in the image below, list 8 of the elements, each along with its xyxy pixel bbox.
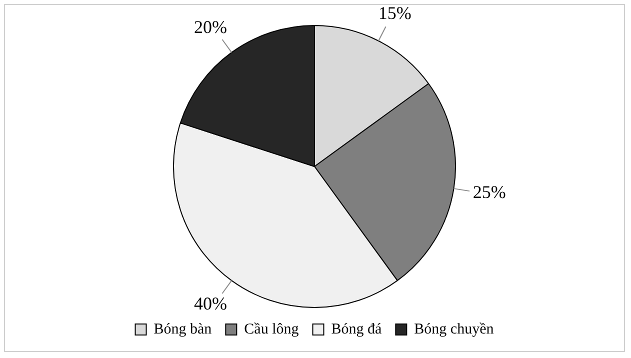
legend-label: Bóng chuyền <box>414 321 494 338</box>
data-label: 40% <box>194 294 227 314</box>
data-label: 20% <box>194 16 227 37</box>
legend-label: Bóng đá <box>331 321 382 338</box>
data-label: 15% <box>378 2 412 23</box>
legend-label: Bóng bàn <box>154 321 212 338</box>
data-label: 25% <box>472 182 506 202</box>
legend-label: Cầu lông <box>244 321 300 338</box>
